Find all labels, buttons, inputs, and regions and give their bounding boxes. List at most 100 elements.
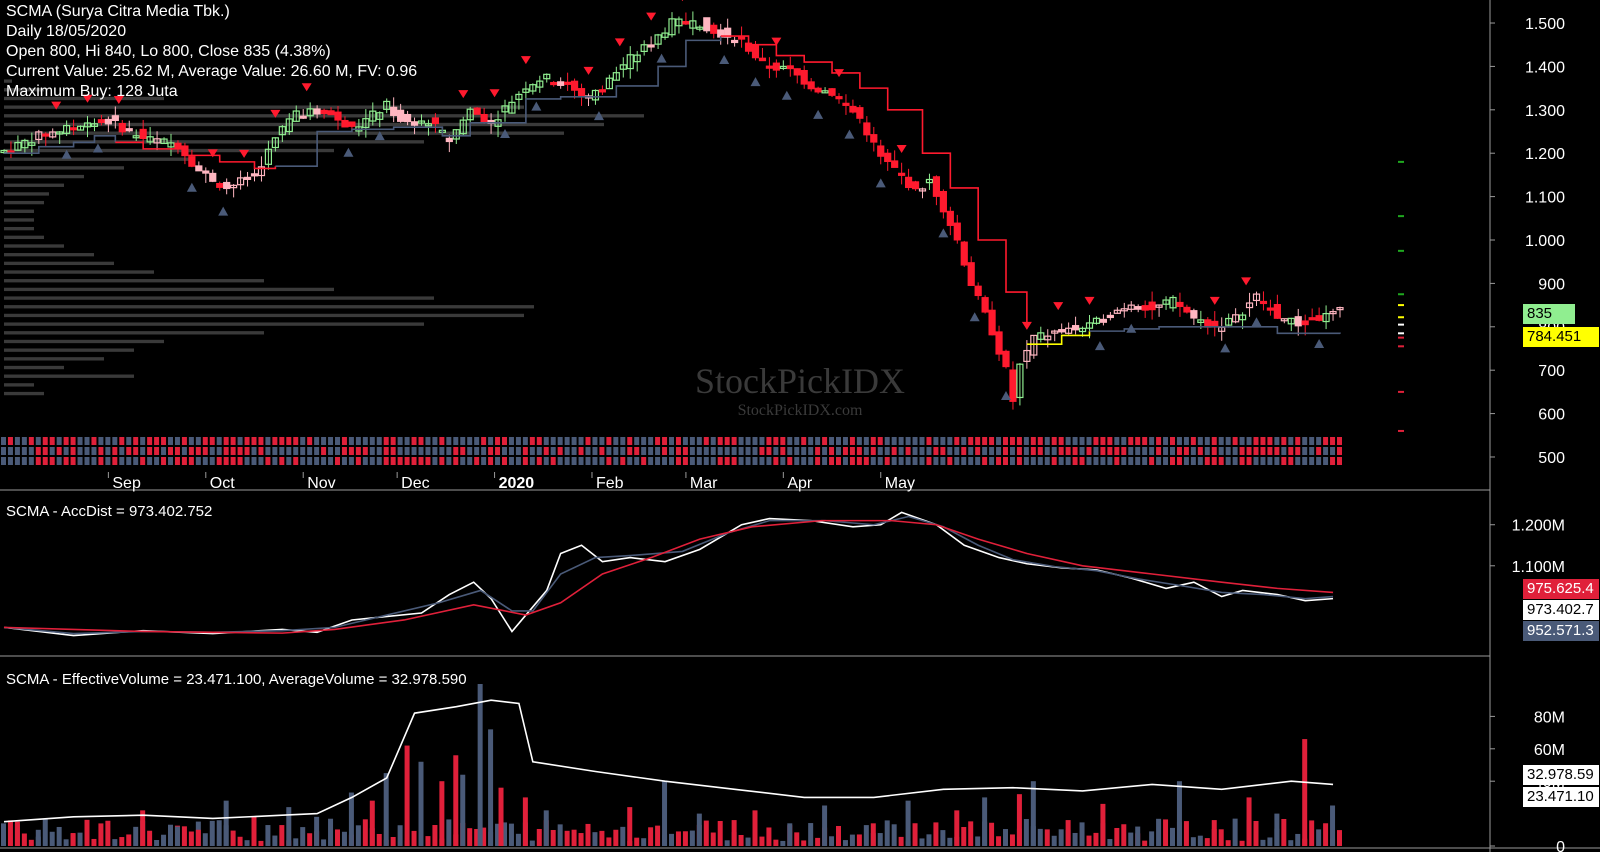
volume-bar <box>1218 829 1224 846</box>
strip-cell <box>543 457 549 465</box>
strip-cell <box>181 457 187 465</box>
strip-cell <box>460 437 466 445</box>
strip-cell <box>286 447 292 455</box>
candle-body <box>1266 307 1275 311</box>
strip-cell <box>168 447 173 455</box>
strip-cell <box>620 457 626 465</box>
volume-bar <box>759 836 765 846</box>
volume-bar <box>28 839 34 846</box>
strip-cell <box>1197 437 1203 445</box>
candle-body <box>1259 300 1268 305</box>
strip-cell <box>1232 437 1238 445</box>
strip-cell <box>849 457 855 465</box>
profile-bar <box>4 200 44 205</box>
strip-cell <box>91 457 97 465</box>
volume-bar <box>49 831 55 846</box>
candle-body <box>731 39 739 44</box>
strip-cell <box>919 457 925 465</box>
volume-bar <box>787 823 793 846</box>
volume-bar <box>230 830 236 846</box>
strip-cell <box>321 447 327 455</box>
volume-bar <box>154 840 160 846</box>
sell-marker <box>1209 296 1220 305</box>
trail-segment <box>1089 325 1341 335</box>
volume-bar <box>1267 837 1273 846</box>
strip-cell <box>7 447 13 455</box>
strip-cell <box>1058 437 1064 445</box>
strip-cell <box>1309 447 1315 455</box>
volume-bar <box>432 825 438 846</box>
strip-cell <box>112 457 118 465</box>
candle-body <box>842 102 850 106</box>
strip-cell <box>801 437 807 445</box>
volume-bar <box>498 787 504 846</box>
strip-cell <box>168 457 173 465</box>
strip-cell <box>112 437 118 445</box>
strip-cell <box>1051 457 1057 465</box>
strip-cell <box>1114 447 1120 455</box>
volume-bar <box>669 833 674 846</box>
volume-bar <box>926 834 932 846</box>
strip-cell <box>738 457 744 465</box>
profile-bar <box>4 166 124 170</box>
strip-cell <box>341 457 347 465</box>
strip-cell <box>383 457 389 465</box>
strip-cell <box>495 437 501 445</box>
strip-cell <box>70 437 76 445</box>
strip-cell <box>1079 457 1085 465</box>
profile-bar <box>4 331 264 335</box>
candle-body <box>856 107 864 119</box>
volume-bar <box>77 832 83 846</box>
buy-marker <box>969 312 980 322</box>
strip-cell <box>536 457 542 465</box>
volume-bar <box>1211 820 1217 846</box>
accdist-series <box>3 515 1334 635</box>
strip-cell <box>21 457 27 465</box>
volume-bar <box>161 834 167 846</box>
volume-tick-label: 60M <box>1534 742 1565 759</box>
buy-marker <box>218 206 229 216</box>
volume-bar <box>1183 821 1189 846</box>
strip-cell <box>1260 437 1266 445</box>
strip-cell <box>1128 437 1134 445</box>
strip-cell <box>996 457 1002 465</box>
candle-body <box>111 115 119 122</box>
candle-body <box>1225 317 1233 326</box>
strip-cell <box>1246 437 1252 445</box>
volume-bar <box>682 831 688 846</box>
strip-cell <box>181 437 187 445</box>
strip-cell <box>655 457 661 465</box>
volume-bar <box>1135 826 1141 846</box>
strip-cell <box>1337 457 1342 465</box>
strip-cell <box>376 457 382 465</box>
candle-body <box>257 166 266 177</box>
candle-body <box>751 44 760 59</box>
candle-body <box>1148 301 1156 311</box>
strip-cell <box>49 447 55 455</box>
strip-cell <box>877 437 883 445</box>
sell-marker <box>520 56 531 65</box>
volume-bar <box>335 829 340 846</box>
volume-bar <box>1044 829 1050 846</box>
volume-bar <box>195 829 201 846</box>
volume-bar <box>1288 840 1294 846</box>
strip-cell <box>1016 437 1022 445</box>
strip-cell <box>404 447 410 455</box>
strip-cell <box>1003 437 1008 445</box>
strip-cell <box>564 447 570 455</box>
strip-cell <box>1176 457 1182 465</box>
candle-body <box>1016 363 1024 399</box>
candle-body <box>1245 302 1254 309</box>
strip-cell <box>481 437 487 445</box>
accdist-series <box>3 519 1334 634</box>
strip-cell <box>794 437 800 445</box>
strip-cell <box>863 437 869 445</box>
strip-cell <box>1190 437 1196 445</box>
strip-cell <box>1044 447 1050 455</box>
volume-bar <box>404 745 410 846</box>
candle-body <box>278 126 286 136</box>
volume-bar <box>696 813 702 846</box>
strip-cell <box>1225 437 1231 445</box>
strip-cell <box>355 437 361 445</box>
